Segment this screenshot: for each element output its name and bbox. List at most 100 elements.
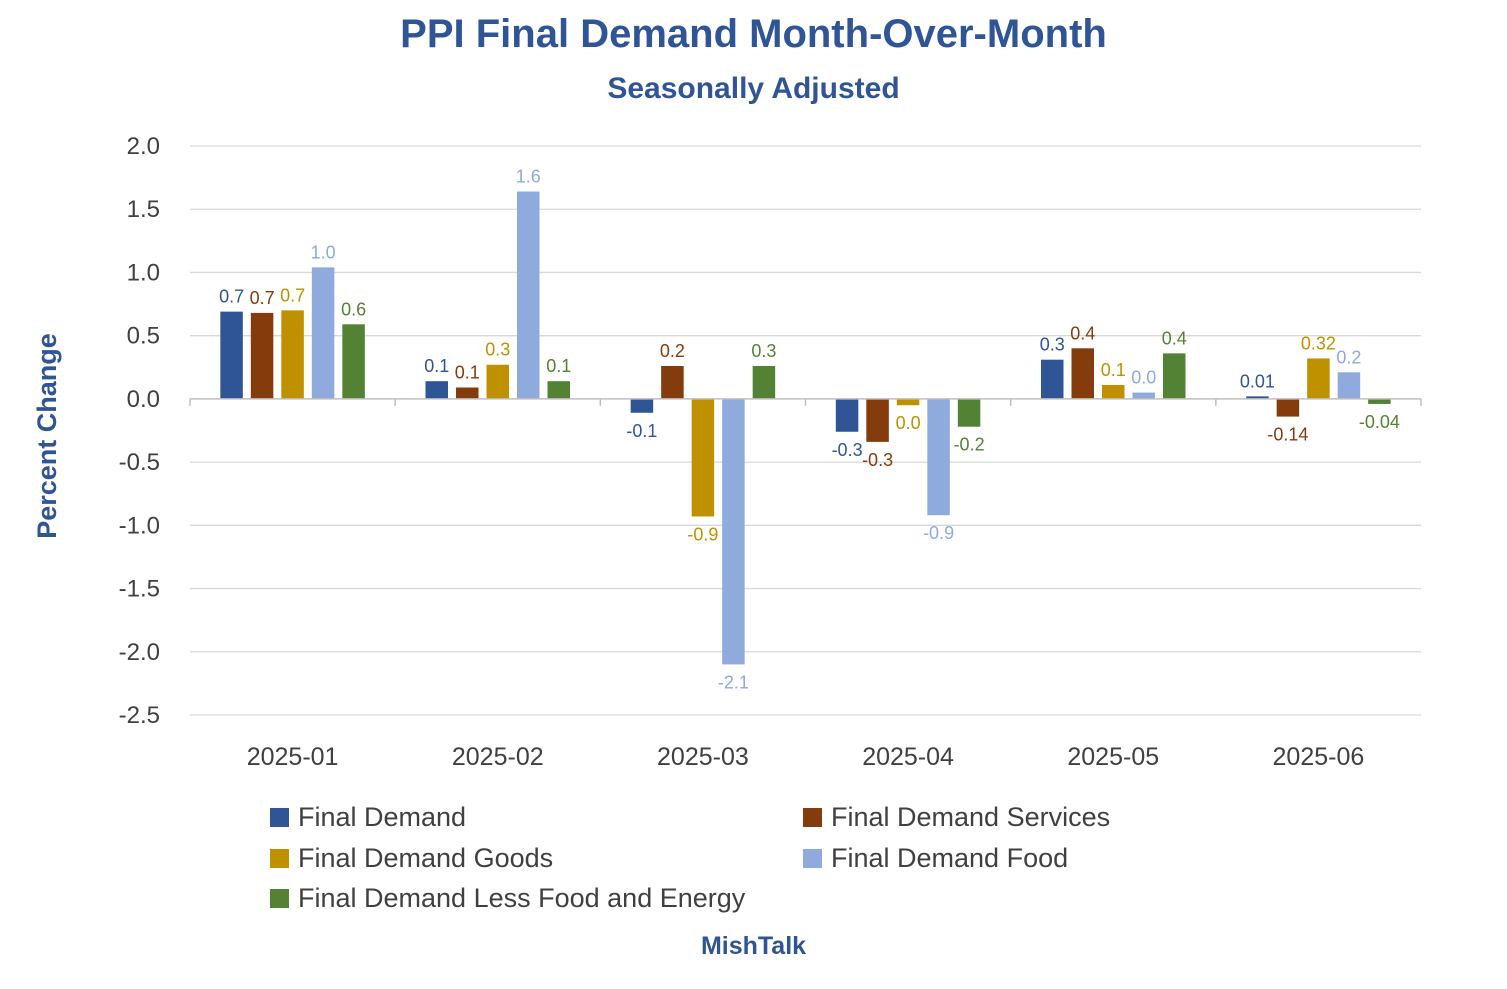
gridlines xyxy=(190,145,1421,716)
bar xyxy=(1071,348,1094,399)
bar xyxy=(1368,398,1391,404)
data-label: 0.32 xyxy=(1301,333,1336,353)
data-label: -0.3 xyxy=(862,450,893,470)
data-label: 0.4 xyxy=(1162,328,1187,348)
data-label: 0.4 xyxy=(1070,323,1095,343)
data-label: -0.1 xyxy=(626,421,657,441)
data-label: -0.04 xyxy=(1359,412,1400,432)
y-tick-label: 1.0 xyxy=(127,259,160,286)
x-tick-label: 2025-06 xyxy=(1273,743,1365,771)
data-label: 0.7 xyxy=(250,288,275,308)
bars xyxy=(220,191,1391,665)
bar xyxy=(1132,392,1155,399)
legend-item: Final Demand Less Food and Energy xyxy=(270,881,745,915)
data-label: -0.3 xyxy=(832,440,863,460)
legend-swatch xyxy=(270,848,289,868)
x-tick-label: 2025-02 xyxy=(452,743,544,771)
data-label: -0.14 xyxy=(1267,425,1308,445)
x-axis-ticks: 2025-01 2025-02 2025-03 2025-04 2025-05 2025-… xyxy=(247,743,1365,771)
y-tick-label: 2.0 xyxy=(127,133,160,160)
bar xyxy=(752,366,776,399)
data-label: 0.3 xyxy=(751,341,776,361)
bar xyxy=(957,398,981,427)
data-label: 0.1 xyxy=(1101,360,1126,380)
data-label: 0.7 xyxy=(219,287,244,307)
legend-swatch xyxy=(270,888,289,908)
bar xyxy=(311,267,335,399)
bar xyxy=(281,310,304,399)
x-tick-label: 2025-01 xyxy=(247,743,339,771)
y-axis-label: Percent Change xyxy=(32,333,62,539)
bar xyxy=(1102,384,1125,399)
bar xyxy=(547,381,570,399)
data-label: 1.0 xyxy=(311,242,336,262)
x-tick-label: 2025-03 xyxy=(657,743,749,771)
bar xyxy=(835,398,859,432)
data-label: 1.6 xyxy=(516,167,541,187)
legend-item: Final Demand Services xyxy=(803,800,1110,834)
y-tick-label: 0.5 xyxy=(127,323,160,350)
bar xyxy=(1246,396,1269,399)
bar xyxy=(1276,398,1300,417)
legend-label: Final Demand Goods xyxy=(298,842,554,873)
bar xyxy=(630,398,654,413)
bar xyxy=(691,398,715,517)
bar xyxy=(342,324,365,399)
legend-item: Final Demand xyxy=(270,800,466,834)
y-tick-label: -0.5 xyxy=(119,449,160,476)
x-tick-label: 2025-05 xyxy=(1067,743,1159,771)
data-label: 0.0 xyxy=(896,413,921,433)
legend-label: Final Demand Food xyxy=(831,842,1069,873)
legend-item: Final Demand Food xyxy=(803,841,1068,875)
bar xyxy=(486,364,509,399)
data-label: 0.6 xyxy=(341,299,366,319)
data-label: 0.0 xyxy=(1131,368,1156,388)
data-label: 0.1 xyxy=(546,356,571,376)
y-axis-ticks: 2.0 1.5 1.0 0.5 0.0 -0.5 -1.0 -1.5 -2.0 -2.5 xyxy=(119,133,160,729)
chart-subtitle: Seasonally Adjusted xyxy=(607,72,900,105)
y-tick-label: -2.5 xyxy=(119,702,160,729)
data-label: 0.3 xyxy=(1040,335,1065,355)
y-tick-label: 0.0 xyxy=(127,386,160,413)
bar xyxy=(425,381,448,399)
bar xyxy=(250,312,274,399)
bar xyxy=(866,398,889,442)
bar xyxy=(456,387,479,399)
data-label: 0.3 xyxy=(485,340,510,360)
data-labels: 0.7 0.7 0.71.00.60.1 0.10.31.60.1-0.10.2-0.… xyxy=(219,167,1400,693)
bar xyxy=(722,398,745,665)
data-label: 0.1 xyxy=(424,356,449,376)
data-label: 0.2 xyxy=(1336,347,1361,367)
chart-title: PPI Final Demand Month-Over-Month xyxy=(400,12,1107,56)
bar xyxy=(1041,359,1064,399)
y-tick-label: 1.5 xyxy=(127,196,160,223)
x-axis xyxy=(189,398,1422,406)
legend-label: Final Demand Services xyxy=(831,801,1111,832)
legend-swatch xyxy=(803,807,822,827)
data-label: 0.01 xyxy=(1240,371,1275,391)
data-label: 0.7 xyxy=(280,285,305,305)
legend-label: Final Demand Less Food and Energy xyxy=(298,882,746,913)
footer-brand: MishTalk xyxy=(700,932,807,960)
bar xyxy=(1337,372,1361,399)
data-label: -2.1 xyxy=(718,672,749,692)
legend-label: Final Demand xyxy=(298,801,467,832)
legend-swatch xyxy=(270,807,289,827)
data-label: -0.9 xyxy=(687,524,718,544)
bar xyxy=(220,311,243,399)
bar xyxy=(1307,358,1330,399)
data-label: -0.2 xyxy=(954,435,985,455)
legend-swatch xyxy=(803,848,822,868)
bar xyxy=(927,398,950,516)
bar xyxy=(517,191,540,399)
bar xyxy=(896,398,920,406)
y-tick-label: -1.5 xyxy=(119,576,160,603)
y-tick-label: -1.0 xyxy=(119,512,160,539)
y-tick-label: -2.0 xyxy=(119,639,160,666)
x-tick-label: 2025-04 xyxy=(862,743,954,771)
bar xyxy=(1163,353,1186,399)
data-label: -0.9 xyxy=(923,523,954,543)
data-label: 0.1 xyxy=(455,363,480,383)
legend-item: Final Demand Goods xyxy=(270,841,553,875)
